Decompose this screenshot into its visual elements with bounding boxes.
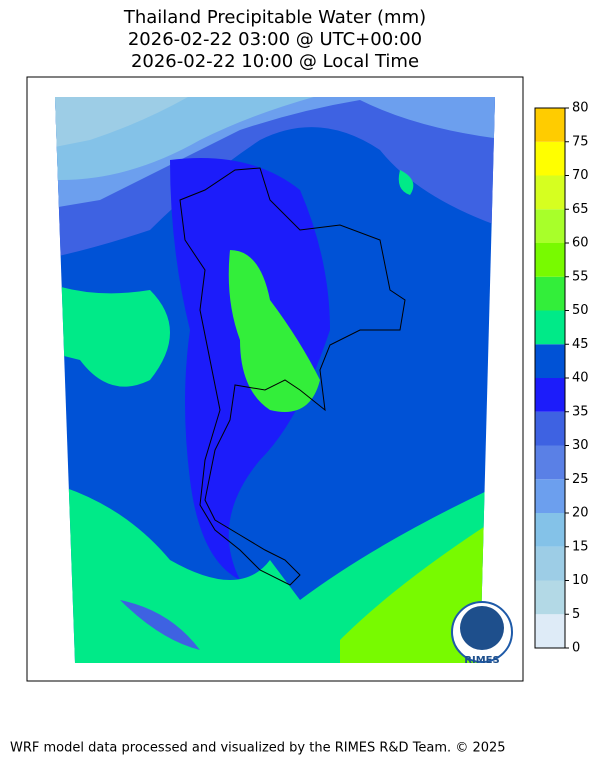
colorbar-tick-label: 10 — [572, 573, 589, 588]
colorbar-segment — [535, 580, 565, 615]
colorbar-segment — [535, 411, 565, 446]
colorbar-segment — [535, 479, 565, 513]
colorbar-tick-label: 80 — [572, 101, 589, 116]
colorbar-tick-label: 15 — [572, 539, 589, 554]
colorbar-tick-label: 65 — [572, 202, 589, 217]
colorbar-segment — [535, 378, 565, 412]
colorbar-segment — [535, 276, 565, 311]
footer: WRF model data processed and visualized … — [10, 741, 506, 756]
colorbar-tick-label: 60 — [572, 236, 589, 251]
colorbar-tick-label: 25 — [572, 472, 589, 487]
colorbar-segment — [535, 175, 565, 210]
colorbar-segment — [535, 108, 565, 142]
colorbar-segment — [535, 141, 565, 176]
colorbar-tick-label: 50 — [572, 303, 589, 318]
colorbar-tick-label: 45 — [572, 337, 589, 352]
title-line: 2026-02-22 03:00 @ UTC+00:00 — [128, 29, 422, 50]
logo: RIMES — [451, 601, 513, 666]
colorbar-segment — [535, 310, 565, 345]
country-outline — [179, 167, 406, 586]
colorbar-tick-label: 70 — [572, 168, 589, 183]
title-line: 2026-02-22 10:00 @ Local Time — [131, 51, 419, 72]
colorbar-segment — [535, 209, 565, 243]
colorbar-segment — [535, 513, 565, 547]
colorbar-tick-label: 5 — [572, 607, 580, 622]
colorbar-segment — [535, 344, 565, 378]
logo-text: RIMES — [464, 655, 499, 666]
field — [55, 97, 495, 663]
title-line: Thailand Precipitable Water (mm) — [123, 7, 426, 28]
colorbar-tick-label: 75 — [572, 134, 589, 149]
colorbar-tick-label: 55 — [572, 269, 589, 284]
colorbar-tick-label: 30 — [572, 438, 589, 453]
colorbar-tick-label: 40 — [572, 371, 589, 386]
colorbar-segment — [535, 243, 565, 277]
colorbar-segment — [535, 546, 565, 581]
colorbar-segment — [535, 445, 565, 480]
map-area: RIMES — [26, 76, 524, 682]
colorbar: 0 5 10 15 20 25 30 35 40 45 50 55 60 65 70 75 80 — [534, 101, 589, 656]
colorbar-segment — [535, 614, 565, 648]
colorbar-tick-label: 35 — [572, 404, 589, 419]
colorbar-tick-label: 20 — [572, 506, 589, 521]
colorbar-tick-label: 0 — [572, 641, 580, 656]
